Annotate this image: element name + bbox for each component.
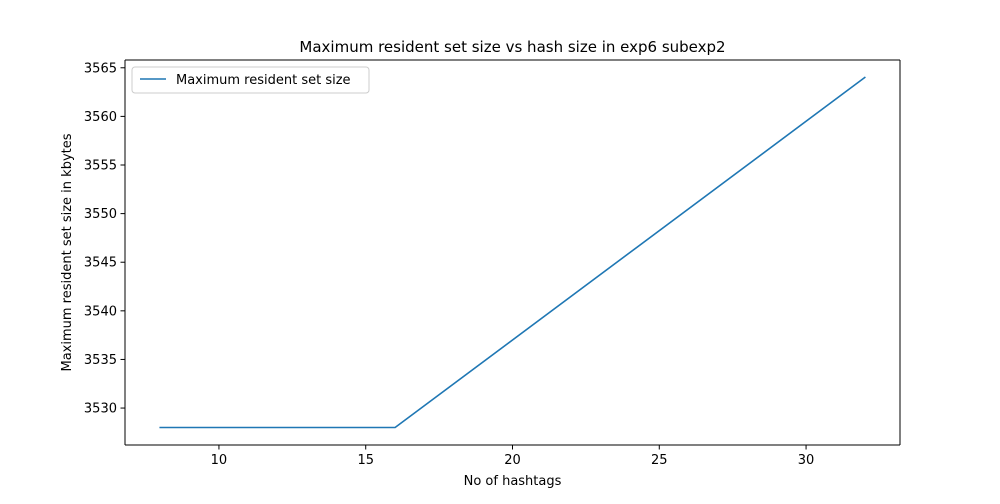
y-tick-label: 3540	[84, 304, 117, 319]
y-axis-label: Maximum resident set size in kbytes	[60, 133, 75, 371]
series-layer	[159, 76, 866, 429]
y-tick-label: 3560	[84, 110, 117, 125]
y-tick-label: 3555	[84, 159, 117, 174]
x-tick-label: 20	[504, 453, 521, 468]
legend-label: Maximum resident set size	[176, 73, 351, 88]
x-axis-ticks: 10 15 20 25 30	[211, 445, 815, 468]
y-tick-label: 3535	[84, 353, 117, 368]
x-tick-label: 30	[798, 453, 815, 468]
x-tick-label: 15	[357, 453, 374, 468]
x-tick-label: 10	[211, 453, 228, 468]
y-axis-ticks: 3530 3535 3540 3545 3550 3555 3560 3565	[84, 61, 125, 417]
x-tick-label: 25	[651, 453, 668, 468]
legend-box	[131, 66, 370, 94]
x-axis-label: No of hashtags	[464, 474, 562, 489]
legend: Maximum resident set size	[131, 66, 370, 94]
y-tick-label: 3545	[84, 256, 117, 271]
chart-title: Maximum resident set size vs hash size i…	[299, 38, 725, 56]
series-line-0	[159, 76, 866, 429]
y-tick-label: 3550	[84, 207, 117, 222]
y-tick-label: 3530	[84, 402, 117, 417]
y-tick-label: 3565	[84, 61, 117, 76]
plot-area	[125, 60, 900, 445]
